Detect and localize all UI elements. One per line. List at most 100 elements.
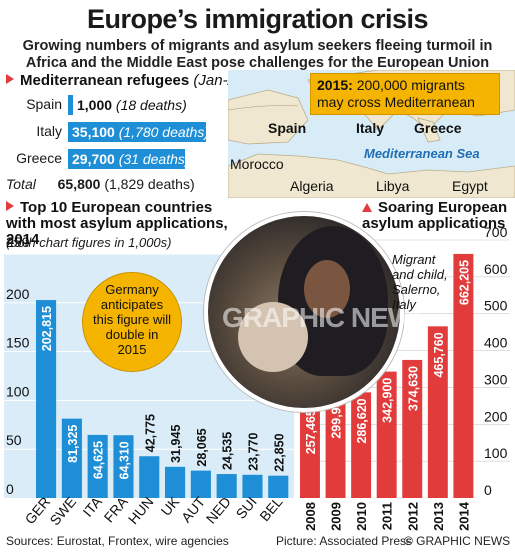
footer-sources: Sources: Eurostat, Frontex, wire agencie… (6, 534, 229, 548)
chart2-category-label: 2010 (354, 502, 369, 531)
map-label-sea: Mediterranean Sea (364, 146, 480, 161)
mediterranean-bar: 1,000 (18 deaths) (68, 95, 187, 115)
chart2-data-label: 662,205 (457, 260, 471, 305)
germany-note-3: this figure will (92, 312, 172, 327)
north-africa-land (228, 153, 515, 198)
triangle-up-icon (362, 203, 372, 212)
watermark: GRAPHIC NEWS (222, 302, 432, 333)
chart2-category-label: 2014 (456, 501, 471, 531)
chart1-ytick: 100 (6, 383, 30, 399)
chart1-heading: Top 10 European countries with most asyl… (6, 200, 236, 248)
photo-caption-2: and child, (392, 267, 448, 282)
mediterranean-country: Italy (36, 123, 62, 139)
chart1-title: Top 10 European countries with most asyl… (6, 199, 228, 248)
chart1-data-label: 64,625 (92, 441, 106, 479)
chart2-bar (427, 326, 448, 498)
chart2-ytick: 400 (484, 335, 508, 351)
chart2-ytick: 700 (484, 224, 508, 240)
chart1-data-label: 31,945 (169, 425, 183, 463)
chart1-bar (165, 466, 186, 498)
germany-note-bubble (82, 272, 182, 372)
chart2-ytick: 600 (484, 261, 508, 277)
subtitle-line-2: Africa and the Middle East pose challeng… (25, 55, 490, 71)
germany-note-2: anticipates (100, 297, 164, 312)
chart1-data-label: 24,535 (221, 432, 235, 470)
mediterranean-country: Spain (26, 96, 62, 112)
chart1-category-label: AUT (178, 493, 209, 525)
chart2-bar (351, 392, 372, 498)
iberia-land (228, 89, 309, 145)
callout-year: 2015: (317, 77, 353, 93)
chart2-heading: Soaring European asylum applications (362, 200, 512, 232)
page-title: Europe’s immigration crisis (86, 4, 429, 34)
map-label-greece: Greece (414, 120, 462, 136)
chart2-ytick: 100 (484, 445, 508, 461)
chart1-bar (190, 470, 211, 498)
chart1-category-label: HUN (125, 494, 157, 528)
chart2-title: Soaring European asylum applications (362, 199, 508, 232)
chart1-bar (139, 456, 160, 498)
footer-picture: Picture: Associated Press (276, 534, 413, 548)
mediterranean-bar: 35,100 (1,780 deaths) (68, 122, 209, 142)
chart2-ytick: 300 (484, 371, 508, 387)
chart1-bar (268, 475, 289, 498)
border-line (228, 105, 299, 111)
chart1-data-label: 64,310 (117, 441, 131, 479)
chart1-ytick: 0 (6, 481, 14, 497)
photo-child (238, 302, 308, 372)
chart1-bar (242, 474, 263, 498)
total-label: Total (6, 176, 36, 192)
chart1-ytick: 200 (6, 286, 30, 302)
chart2-data-label: 342,900 (381, 378, 395, 423)
chart1-bar (61, 418, 82, 498)
germany-note: Germany anticipates this figure will dou… (86, 276, 178, 357)
triangle-bullet-icon (6, 201, 14, 211)
map-label-italy: Italy (356, 120, 385, 136)
chart1-ytick: 250 (6, 234, 30, 250)
photo-caption-1: Migrant (392, 252, 436, 267)
germany-note-5: 2015 (117, 342, 147, 357)
map-callout: 2015: 200,000 migrants may cross Mediter… (310, 73, 500, 115)
chart2-data-label: 374,630 (406, 366, 420, 411)
chart1-ytick: 150 (6, 335, 30, 351)
callout-text-1: 200,000 migrants (356, 77, 465, 93)
mediterranean-country: Greece (16, 150, 62, 166)
mediterranean-heading-text: Mediterranean refugees (20, 72, 190, 89)
map-label-egypt: Egypt (452, 178, 488, 194)
chart2-bar (325, 387, 346, 498)
chart2-data-label: 257,465 (304, 409, 318, 454)
chart1-category-label: SWE (46, 494, 79, 529)
footer-credit: © GRAPHIC NEWS (404, 534, 511, 548)
chart2-category-label: 2008 (303, 502, 318, 531)
chart1-note: (both chart figures in 1,000s) (6, 235, 172, 250)
page-subtitle: Growing numbers of migrants and asylum s… (0, 38, 515, 72)
chart1-bar (113, 435, 134, 498)
germany-note-4: double in (105, 327, 159, 342)
mediterranean-table: Spain 1,000 (18 deaths) Italy 35,100 (1,780… (6, 95, 228, 195)
chart1-category-label: BEL (256, 493, 285, 524)
greece-land (417, 117, 441, 143)
map-label-spain: Spain (268, 120, 307, 136)
chart1-data-label: 22,850 (272, 433, 286, 471)
chart1-category-label: GER (22, 494, 54, 528)
map-label-libya: Libya (376, 178, 410, 194)
chart2-data-label: 465,760 (432, 332, 446, 377)
chart2-bar (300, 403, 320, 498)
chart2-category-label: 2009 (329, 502, 344, 531)
photo-caption: Migrant and child, Salerno, Italy (392, 252, 448, 312)
map-label-morocco: Morocco (230, 156, 284, 172)
chart1-data-label: 42,775 (143, 414, 157, 452)
chart2-bar (376, 371, 397, 498)
chart1-data-label: 28,065 (195, 428, 209, 466)
photo-caption-3: Salerno, (392, 282, 441, 297)
chart2-ytick: 200 (484, 408, 508, 424)
chart2-category-label: 2012 (405, 502, 420, 531)
photo-caption-4: Italy (392, 297, 416, 312)
germany-note-1: Germany (105, 282, 159, 297)
chart2-ytick: 0 (484, 482, 492, 498)
photo-face (304, 260, 350, 318)
triangle-bullet-icon (6, 74, 14, 84)
chart1-bar (87, 434, 108, 498)
chart2-bar (402, 359, 423, 498)
